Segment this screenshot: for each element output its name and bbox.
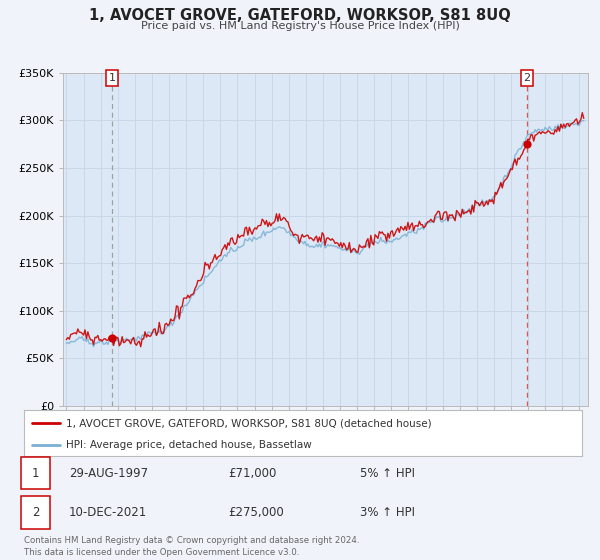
Text: £275,000: £275,000 [228,506,284,519]
Text: 1: 1 [32,466,39,480]
Text: This data is licensed under the Open Government Licence v3.0.: This data is licensed under the Open Gov… [24,548,299,557]
Text: £71,000: £71,000 [228,466,277,480]
Text: 1: 1 [109,73,115,83]
Point [523,139,532,148]
Point [107,334,117,343]
Text: 1, AVOCET GROVE, GATEFORD, WORKSOP, S81 8UQ (detached house): 1, AVOCET GROVE, GATEFORD, WORKSOP, S81 … [66,418,431,428]
Text: 1, AVOCET GROVE, GATEFORD, WORKSOP, S81 8UQ: 1, AVOCET GROVE, GATEFORD, WORKSOP, S81 … [89,8,511,24]
Text: Contains HM Land Registry data © Crown copyright and database right 2024.: Contains HM Land Registry data © Crown c… [24,536,359,545]
Text: HPI: Average price, detached house, Bassetlaw: HPI: Average price, detached house, Bass… [66,440,311,450]
Text: Price paid vs. HM Land Registry's House Price Index (HPI): Price paid vs. HM Land Registry's House … [140,21,460,31]
Text: 5% ↑ HPI: 5% ↑ HPI [360,466,415,480]
Text: 29-AUG-1997: 29-AUG-1997 [69,466,148,480]
Text: 10-DEC-2021: 10-DEC-2021 [69,506,147,519]
Text: 2: 2 [524,73,530,83]
Text: 2: 2 [32,506,39,519]
Text: 3% ↑ HPI: 3% ↑ HPI [360,506,415,519]
